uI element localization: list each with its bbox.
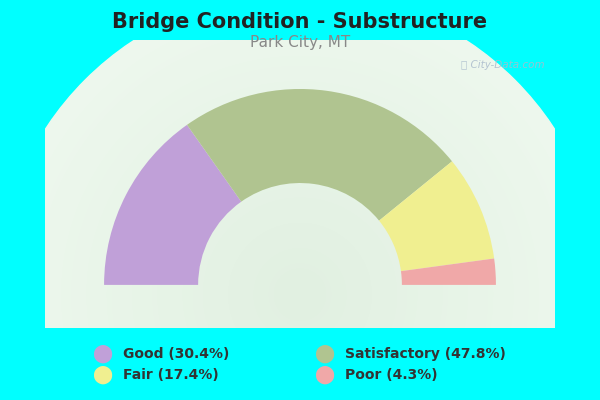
Circle shape: [219, 214, 381, 376]
Circle shape: [158, 153, 442, 400]
Text: ⬤: ⬤: [92, 345, 112, 363]
Circle shape: [98, 92, 502, 400]
Circle shape: [123, 118, 477, 400]
Text: Satisfactory (47.8%): Satisfactory (47.8%): [345, 347, 506, 361]
Circle shape: [269, 264, 331, 325]
Text: Good (30.4%): Good (30.4%): [123, 347, 229, 361]
Text: ⓘ City-Data.com: ⓘ City-Data.com: [461, 60, 545, 70]
Circle shape: [138, 133, 462, 400]
Circle shape: [92, 87, 508, 400]
Circle shape: [42, 36, 558, 400]
Circle shape: [77, 72, 523, 400]
Text: Park City, MT: Park City, MT: [250, 34, 350, 50]
Circle shape: [173, 168, 427, 400]
Circle shape: [229, 224, 371, 366]
Circle shape: [72, 67, 528, 400]
Circle shape: [148, 143, 452, 400]
Circle shape: [17, 11, 583, 400]
Circle shape: [179, 173, 421, 400]
Circle shape: [265, 259, 335, 330]
Circle shape: [244, 239, 356, 350]
Text: Poor (4.3%): Poor (4.3%): [345, 368, 437, 382]
Circle shape: [188, 183, 412, 400]
Circle shape: [7, 1, 593, 400]
Circle shape: [290, 284, 310, 305]
Circle shape: [214, 209, 386, 381]
Circle shape: [118, 112, 482, 400]
Circle shape: [62, 57, 538, 400]
Circle shape: [57, 52, 543, 400]
Circle shape: [88, 82, 512, 400]
Circle shape: [194, 188, 406, 400]
Circle shape: [285, 280, 315, 310]
Circle shape: [52, 47, 548, 400]
Circle shape: [275, 269, 325, 320]
Circle shape: [143, 138, 457, 400]
Circle shape: [67, 62, 533, 400]
Wedge shape: [187, 89, 452, 221]
Circle shape: [128, 123, 472, 400]
Circle shape: [107, 102, 493, 400]
Circle shape: [22, 16, 578, 400]
Text: Fair (17.4%): Fair (17.4%): [123, 368, 219, 382]
Wedge shape: [401, 258, 496, 285]
Circle shape: [103, 97, 497, 400]
Circle shape: [113, 108, 487, 400]
Circle shape: [82, 77, 518, 400]
Circle shape: [209, 204, 391, 386]
Circle shape: [204, 198, 396, 391]
Circle shape: [133, 128, 467, 400]
Circle shape: [47, 42, 553, 400]
Circle shape: [280, 274, 320, 315]
Circle shape: [184, 178, 416, 400]
Circle shape: [224, 219, 376, 371]
Circle shape: [11, 6, 589, 400]
Circle shape: [26, 21, 574, 400]
Circle shape: [260, 254, 340, 335]
Circle shape: [169, 163, 431, 400]
Wedge shape: [379, 161, 494, 271]
Circle shape: [254, 249, 346, 340]
Circle shape: [234, 229, 366, 360]
Circle shape: [295, 290, 305, 300]
Circle shape: [199, 194, 401, 396]
Text: ⬤: ⬤: [314, 366, 334, 384]
Circle shape: [163, 158, 437, 400]
Text: ⬤: ⬤: [314, 345, 334, 363]
Circle shape: [250, 244, 350, 345]
Circle shape: [37, 32, 563, 400]
Text: ⬤: ⬤: [92, 366, 112, 384]
Circle shape: [239, 234, 361, 356]
Circle shape: [32, 26, 568, 400]
Wedge shape: [104, 125, 241, 285]
Circle shape: [153, 148, 447, 400]
Text: Bridge Condition - Substructure: Bridge Condition - Substructure: [112, 12, 488, 32]
